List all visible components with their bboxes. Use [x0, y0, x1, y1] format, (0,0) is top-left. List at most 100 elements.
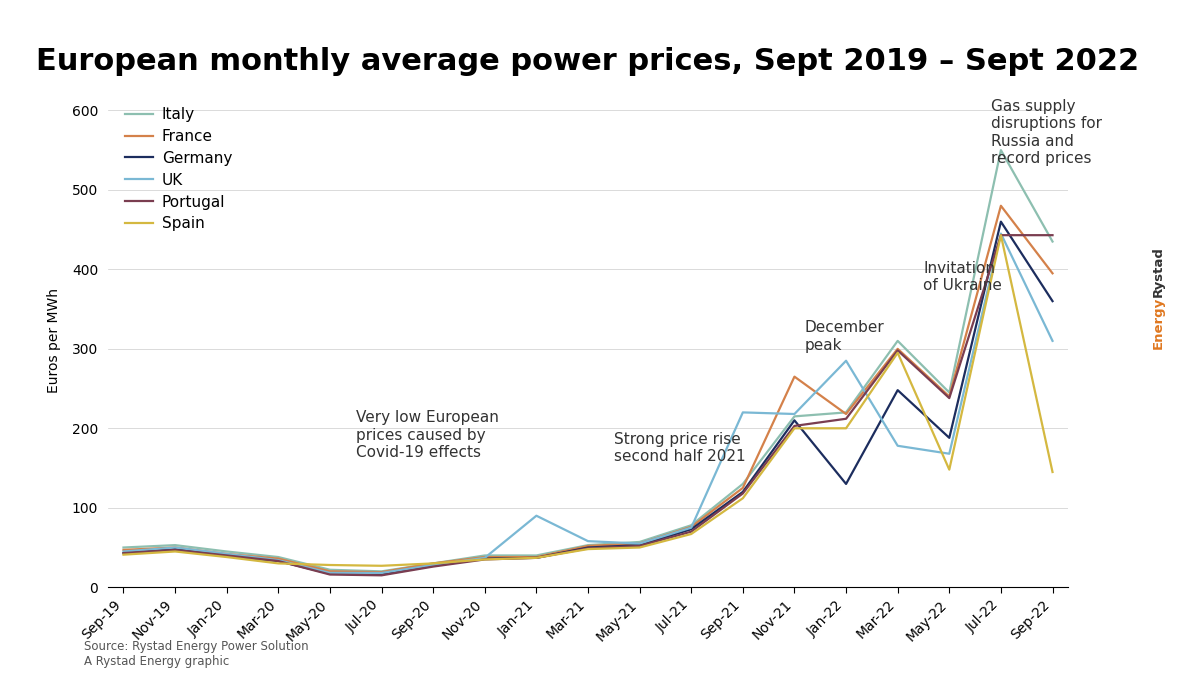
Italy — [116, 543, 131, 551]
UK — [374, 569, 389, 577]
Italy — [323, 566, 337, 574]
Text: Rystad: Rystad — [1152, 246, 1164, 297]
Portugal — [736, 489, 750, 497]
France — [220, 550, 234, 558]
Spain — [890, 349, 905, 357]
France — [890, 345, 905, 353]
Germany — [787, 416, 802, 425]
Italy — [478, 551, 492, 560]
Portugal — [942, 394, 956, 402]
Germany — [839, 480, 853, 488]
Line: Spain: Spain — [124, 235, 1052, 566]
Spain — [220, 553, 234, 561]
Line: UK: UK — [124, 234, 1052, 573]
Portugal — [581, 544, 595, 552]
Portugal — [271, 557, 286, 565]
France — [374, 568, 389, 576]
Text: Gas supply
disruptions for
Russia and
record prices: Gas supply disruptions for Russia and re… — [990, 99, 1102, 166]
Italy — [684, 521, 698, 529]
France — [323, 567, 337, 575]
Portugal — [1045, 231, 1060, 239]
Portugal — [994, 231, 1008, 239]
Line: Germany: Germany — [124, 221, 1052, 574]
Portugal — [529, 554, 544, 562]
Portugal — [684, 528, 698, 536]
Spain — [478, 556, 492, 564]
France — [942, 392, 956, 400]
Germany — [529, 554, 544, 562]
Italy — [736, 480, 750, 488]
UK — [271, 556, 286, 564]
Germany — [374, 570, 389, 578]
Spain — [581, 545, 595, 553]
Italy — [787, 412, 802, 421]
Portugal — [632, 542, 647, 550]
Germany — [890, 386, 905, 394]
Germany — [168, 545, 182, 553]
Spain — [632, 543, 647, 551]
France — [994, 202, 1008, 210]
France — [426, 560, 440, 568]
France — [529, 553, 544, 561]
Germany — [736, 488, 750, 496]
UK — [1045, 337, 1060, 345]
Spain — [168, 547, 182, 556]
Italy — [220, 547, 234, 556]
Italy — [426, 560, 440, 568]
Text: Source: Rystad Energy Power Solution
A Rystad Energy graphic: Source: Rystad Energy Power Solution A R… — [84, 641, 308, 668]
France — [787, 373, 802, 381]
Spain — [994, 231, 1008, 239]
Portugal — [787, 422, 802, 430]
Italy — [529, 551, 544, 560]
Italy — [839, 408, 853, 416]
Italy — [632, 538, 647, 546]
Italy — [942, 389, 956, 397]
Y-axis label: Euros per MWh: Euros per MWh — [47, 288, 61, 394]
Germany — [994, 217, 1008, 225]
Portugal — [168, 546, 182, 554]
France — [168, 543, 182, 551]
Germany — [684, 525, 698, 533]
UK — [529, 512, 544, 520]
Text: December
peak: December peak — [805, 321, 884, 353]
Germany — [942, 434, 956, 442]
France — [1045, 269, 1060, 277]
UK — [323, 569, 337, 577]
France — [271, 555, 286, 563]
France — [632, 539, 647, 547]
UK — [478, 554, 492, 562]
Italy — [271, 553, 286, 561]
Italy — [168, 541, 182, 549]
UK — [581, 537, 595, 545]
Germany — [220, 552, 234, 560]
UK — [839, 356, 853, 365]
Italy — [890, 337, 905, 345]
Italy — [1045, 238, 1060, 246]
Germany — [581, 543, 595, 551]
UK — [890, 441, 905, 450]
France — [684, 523, 698, 531]
Spain — [529, 554, 544, 562]
UK — [168, 543, 182, 551]
Portugal — [426, 562, 440, 570]
UK — [942, 450, 956, 458]
Line: France: France — [124, 206, 1052, 572]
UK — [736, 408, 750, 416]
UK — [116, 547, 131, 556]
Spain — [1045, 468, 1060, 476]
Text: Strong price rise
second half 2021: Strong price rise second half 2021 — [614, 432, 745, 464]
Italy — [374, 567, 389, 575]
Portugal — [478, 556, 492, 564]
UK — [426, 561, 440, 569]
Germany — [478, 555, 492, 563]
Line: Portugal: Portugal — [124, 235, 1052, 575]
Legend: Italy, France, Germany, UK, Portugal, Spain: Italy, France, Germany, UK, Portugal, Sp… — [125, 107, 233, 232]
Title: European monthly average power prices, Sept 2019 – Sept 2022: European monthly average power prices, S… — [36, 47, 1140, 76]
Portugal — [116, 549, 131, 557]
UK — [787, 410, 802, 418]
Portugal — [839, 414, 853, 423]
Germany — [323, 570, 337, 578]
Spain — [323, 561, 337, 569]
UK — [994, 230, 1008, 238]
UK — [684, 524, 698, 532]
